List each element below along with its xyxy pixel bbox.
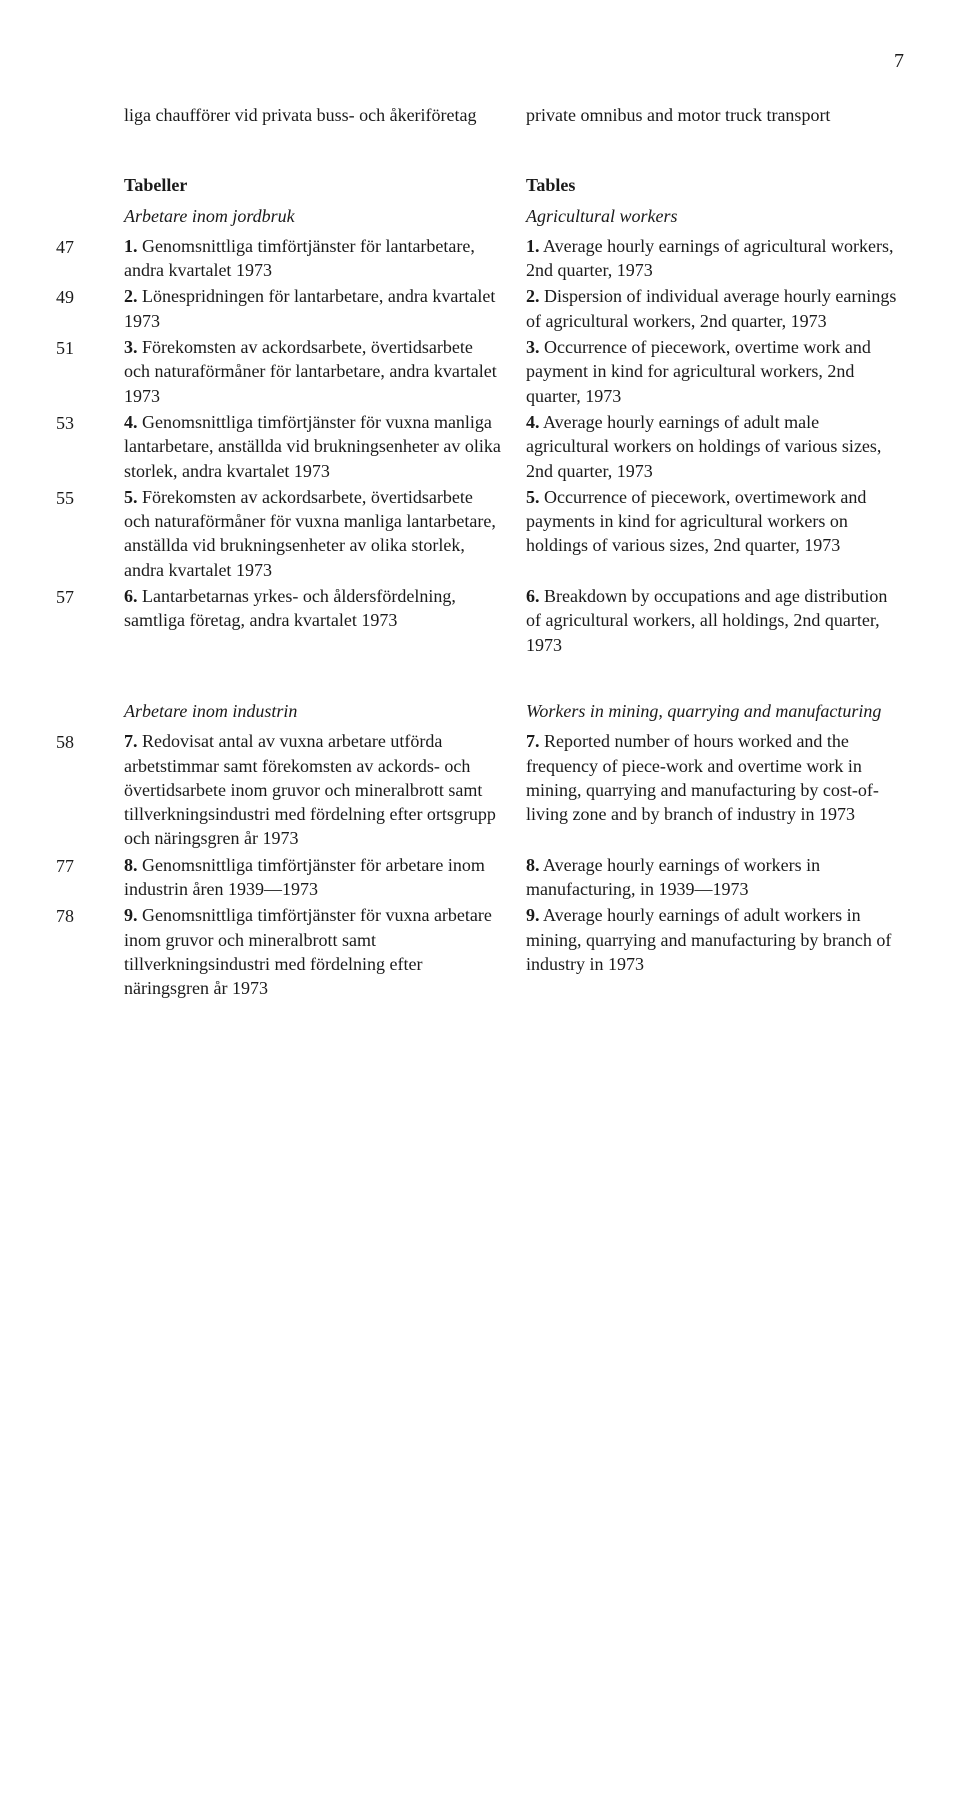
page-ref: 77	[56, 853, 100, 902]
entry-number: 2.	[124, 286, 138, 306]
entry-text: Genomsnittliga timförtjänster för vuxna …	[124, 412, 501, 481]
entry-number: 2.	[526, 286, 540, 306]
subheading-mining: Workers in mining, quarrying and manufac…	[526, 699, 904, 723]
entry-text: Genomsnittliga timförtjänster för vuxna …	[124, 905, 492, 998]
page-col-empty	[56, 204, 100, 232]
page-col-empty	[56, 173, 100, 201]
toc-row: 57 6. Lantarbetarnas yrkes- och åldersför…	[56, 584, 904, 657]
heading-tables: Tables	[526, 173, 904, 197]
entry-number: 9.	[526, 905, 540, 925]
page-ref: 49	[56, 284, 100, 333]
entry-number: 5.	[526, 487, 540, 507]
heading-tabeller: Tabeller	[124, 173, 502, 197]
entry-number: 7.	[124, 731, 138, 751]
entry-text: Average hourly earnings of adult male ag…	[526, 412, 881, 481]
entry-swedish: 2. Lönespridningen för lantarbetare, and…	[124, 284, 502, 333]
page-ref: 55	[56, 485, 100, 582]
entry-swedish: 8. Genomsnittliga timförtjänster för arb…	[124, 853, 502, 902]
entry-english: 4. Average hourly earnings of adult male…	[526, 410, 904, 483]
entry-text: Dispersion of individual average hourly …	[526, 286, 896, 330]
entry-number: 3.	[526, 337, 540, 357]
toc-row: 53 4. Genomsnittliga timförtjänster för v…	[56, 410, 904, 483]
subheading-jordbruk: Arbetare inom jordbruk	[124, 204, 502, 228]
page-ref: 78	[56, 903, 100, 1000]
entry-number: 9.	[124, 905, 138, 925]
section1-subheading-row: Arbetare inom jordbruk Agricultural work…	[56, 204, 904, 232]
section1-heading-row: Tabeller Tables	[56, 173, 904, 201]
toc-row: 49 2. Lönespridningen för lantarbetare, a…	[56, 284, 904, 333]
continuation-row: liga chaufförer vid privata buss- och åk…	[56, 103, 904, 127]
entry-number: 6.	[526, 586, 540, 606]
entry-number: 4.	[124, 412, 138, 432]
entry-number: 8.	[526, 855, 540, 875]
entry-number: 4.	[526, 412, 540, 432]
entry-text: Genomsnittliga timförtjänster för lantar…	[124, 236, 475, 280]
entry-text: Average hourly earnings of agricultural …	[526, 236, 894, 280]
subheading-agricultural: Agricultural workers	[526, 204, 904, 228]
page-col-empty	[56, 103, 100, 127]
page-ref: 51	[56, 335, 100, 408]
entry-text: Lantarbetarnas yrkes- och åldersfördelni…	[124, 586, 456, 630]
entry-text: Förekomsten av ackordsarbete, övertidsar…	[124, 337, 497, 406]
entry-text: Redovisat antal av vuxna arbetare utförd…	[124, 731, 496, 848]
entry-swedish: 5. Förekomsten av ackordsarbete, övertid…	[124, 485, 502, 582]
entry-english: 1. Average hourly earnings of agricultur…	[526, 234, 904, 283]
entry-english: 6. Breakdown by occupations and age dist…	[526, 584, 904, 657]
entry-english: 3. Occurrence of piecework, overtime wor…	[526, 335, 904, 408]
page-ref: 53	[56, 410, 100, 483]
entry-text: Lönespridningen för lantarbetare, andra …	[124, 286, 495, 330]
page-col-empty	[56, 699, 100, 727]
entry-english: 2. Dispersion of individual average hour…	[526, 284, 904, 333]
toc-row: 555. Förekomsten av ackordsarbete, övert…	[56, 485, 904, 582]
section2-subheading-row: Arbetare inom industrin Workers in minin…	[56, 699, 904, 727]
page-number: 7	[56, 48, 904, 75]
entry-number: 1.	[124, 236, 138, 256]
entry-number: 3.	[124, 337, 138, 357]
entry-number: 1.	[526, 236, 540, 256]
toc-row: 47 1. Genomsnittliga timförtjänster för l…	[56, 234, 904, 283]
entry-swedish: 6. Lantarbetarnas yrkes- och åldersförde…	[124, 584, 502, 657]
entry-swedish: 7. Redovisat antal av vuxna arbetare utf…	[124, 729, 502, 850]
entry-swedish: 4. Genomsnittliga timförtjänster för vux…	[124, 410, 502, 483]
entry-number: 7.	[526, 731, 540, 751]
entry-english: 5. Occurrence of piecework, overtimework…	[526, 485, 904, 582]
entry-english: 9. Average hourly earnings of adult work…	[526, 903, 904, 1000]
page-ref: 47	[56, 234, 100, 283]
entry-text: Förekomsten av ackordsarbete, övertidsar…	[124, 487, 496, 580]
toc-row: 587. Redovisat antal av vuxna arbetare u…	[56, 729, 904, 850]
entry-number: 6.	[124, 586, 138, 606]
page-ref: 57	[56, 584, 100, 657]
toc-row: 789. Genomsnittliga timförtjänster för v…	[56, 903, 904, 1000]
subheading-industrin: Arbetare inom industrin	[124, 699, 502, 723]
entry-swedish: 9. Genomsnittliga timförtjänster för vux…	[124, 903, 502, 1000]
entry-english: 8. Average hourly earnings of workers in…	[526, 853, 904, 902]
continuation-left: liga chaufförer vid privata buss- och åk…	[124, 103, 502, 127]
entry-text: Breakdown by occupations and age distrib…	[526, 586, 887, 655]
page-ref: 58	[56, 729, 100, 850]
entry-text: Occurrence of piecework, overtimework an…	[526, 487, 866, 556]
entry-text: Reported number of hours worked and the …	[526, 731, 879, 824]
entry-text: Average hourly earnings of adult workers…	[526, 905, 891, 974]
entry-text: Genomsnittliga timförtjänster för arbeta…	[124, 855, 485, 899]
entry-number: 8.	[124, 855, 138, 875]
entry-swedish: 1. Genomsnittliga timförtjänster för lan…	[124, 234, 502, 283]
entry-text: Average hourly earnings of workers in ma…	[526, 855, 820, 899]
entry-number: 5.	[124, 487, 138, 507]
toc-row: 51 3. Förekomsten av ackordsarbete, övert…	[56, 335, 904, 408]
toc-row: 77 8. Genomsnittliga timförtjänster för a…	[56, 853, 904, 902]
entry-text: Occurrence of piecework, overtime work a…	[526, 337, 871, 406]
continuation-right: private omnibus and motor truck transpor…	[526, 103, 904, 127]
entry-swedish: 3. Förekomsten av ackordsarbete, övertid…	[124, 335, 502, 408]
entry-english: 7. Reported number of hours worked and t…	[526, 729, 904, 850]
